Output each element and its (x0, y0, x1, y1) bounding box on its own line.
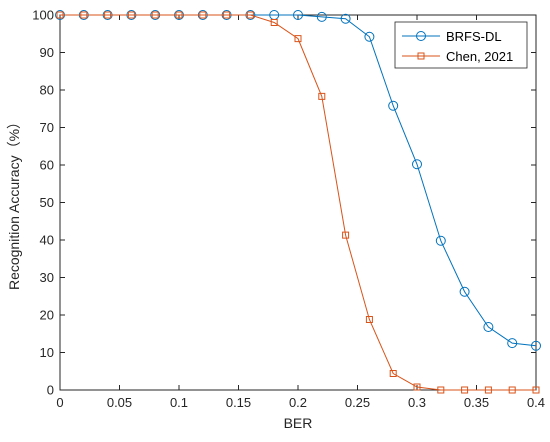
x-axis-label: BER (284, 415, 313, 431)
point-brfs-dl (388, 100, 399, 111)
point-chen-2021 (413, 383, 421, 391)
point-chen-2021 (223, 11, 231, 19)
x-tick-label: 0.3 (408, 395, 426, 410)
x-tick-label: 0.05 (107, 395, 132, 410)
point-chen-2021 (199, 11, 207, 19)
plot-area (59, 14, 537, 391)
point-chen-2021 (127, 11, 135, 19)
point-brfs-dl (412, 159, 422, 170)
point-brfs-dl (364, 31, 375, 42)
point-chen-2021 (365, 316, 373, 323)
point-brfs-dl (316, 11, 327, 22)
y-tick-label: 60 (40, 158, 54, 173)
point-brfs-dl (340, 13, 351, 24)
x-tick-label: 0.1 (170, 395, 188, 410)
legend-label-chen-2021: Chen, 2021 (446, 49, 513, 64)
point-chen-2021 (151, 11, 159, 19)
point-brfs-dl (459, 286, 470, 297)
series-layer (55, 10, 541, 394)
y-tick-label: 40 (40, 233, 54, 248)
legend: BRFS-DL Chen, 2021 (394, 21, 528, 69)
point-chen-2021 (270, 19, 278, 26)
x-tick-label: 0 (56, 395, 63, 410)
y-tick-label: 100 (32, 8, 54, 23)
tick-layer: 0 0.05 0.1 0.15 0.2 0.25 0.3 0.35 0.4 0 10 20 30 40 50… (32, 8, 545, 411)
point-chen-2021 (246, 11, 254, 19)
x-tick-label: 0.25 (345, 395, 370, 410)
point-brfs-dl (435, 235, 446, 246)
point-chen-2021 (104, 11, 112, 19)
point-chen-2021 (56, 11, 64, 19)
point-chen-2021 (175, 11, 183, 19)
point-chen-2021 (342, 231, 350, 239)
point-chen-2021 (437, 386, 445, 394)
y-tick-label: 80 (40, 83, 54, 98)
legend-label-brfs-dl: BRFS-DL (446, 29, 502, 44)
y-tick-label: 0 (47, 383, 54, 398)
point-brfs-dl (293, 10, 303, 20)
point-brfs-dl (483, 322, 494, 332)
point-chen-2021 (80, 11, 88, 19)
point-brfs-dl (531, 340, 541, 351)
series-line-chen-2021 (60, 14, 536, 391)
y-tick-label: 10 (40, 345, 54, 360)
point-chen-2021 (461, 386, 469, 394)
point-chen-2021 (389, 370, 397, 377)
legend-box (394, 21, 528, 69)
point-chen-2021 (484, 386, 492, 394)
y-axis-label: Recognition Accuracy（%） (6, 115, 22, 290)
y-tick-label: 70 (40, 120, 54, 135)
point-brfs-dl (507, 338, 518, 349)
x-tick-label: 0.35 (464, 395, 489, 410)
y-tick-label: 30 (40, 270, 54, 285)
y-tick-label: 90 (40, 45, 54, 60)
y-tick-label: 20 (40, 308, 54, 323)
legend-marker-brfs-dl (416, 31, 426, 41)
x-tick-label: 0.15 (226, 395, 251, 410)
point-chen-2021 (532, 386, 540, 394)
x-tick-label: 0.2 (289, 395, 307, 410)
point-chen-2021 (294, 35, 302, 43)
y-tick-label: 50 (40, 195, 54, 210)
legend-marker-chen-2021 (417, 52, 425, 60)
x-tick-label: 0.4 (527, 395, 545, 410)
point-chen-2021 (508, 386, 516, 394)
point-chen-2021 (318, 92, 326, 100)
